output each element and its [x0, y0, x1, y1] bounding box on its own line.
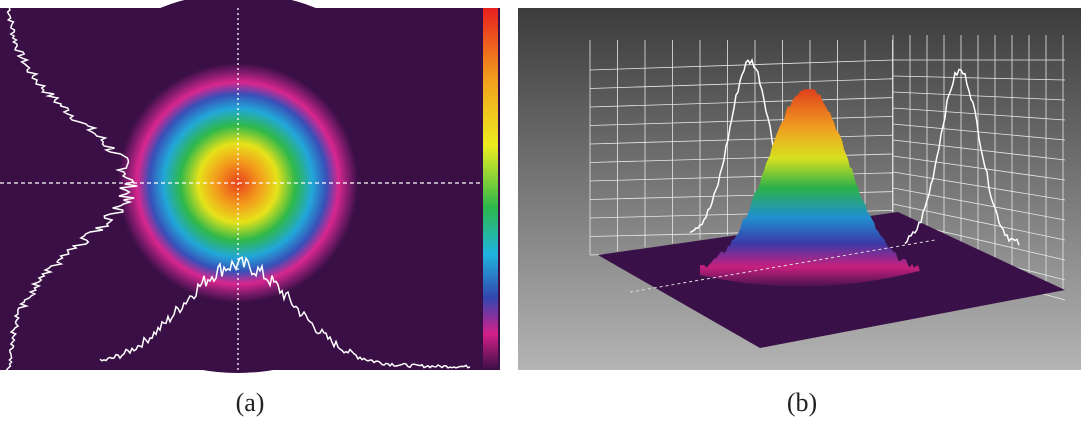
- horizontal-profile: [99, 256, 471, 369]
- grid-line: [892, 155, 1066, 181]
- grid-line: [892, 91, 1066, 101]
- grid-line: [589, 97, 894, 108]
- grid-line: [892, 171, 1066, 201]
- grid-line: [589, 59, 894, 71]
- color-bar: [483, 8, 498, 370]
- grid-line: [892, 75, 1066, 81]
- grid-line: [892, 187, 1066, 221]
- panel-a: [0, 0, 500, 373]
- panel-label: (b): [787, 388, 817, 417]
- grid-line: [892, 107, 1066, 121]
- panel-b: [518, 8, 1081, 370]
- wall-profile: [904, 68, 1020, 246]
- grid-line: [589, 78, 894, 89]
- grid-line: [892, 123, 1066, 141]
- grid-line: [892, 203, 1066, 241]
- grid-line: [892, 139, 1066, 161]
- panel-label: (a): [236, 388, 265, 417]
- surface-peak: [700, 89, 920, 287]
- grid-line: [589, 134, 894, 145]
- vertical-profile: [5, 7, 138, 371]
- beam-spot: [38, 0, 438, 373]
- grid-line: [589, 116, 894, 126]
